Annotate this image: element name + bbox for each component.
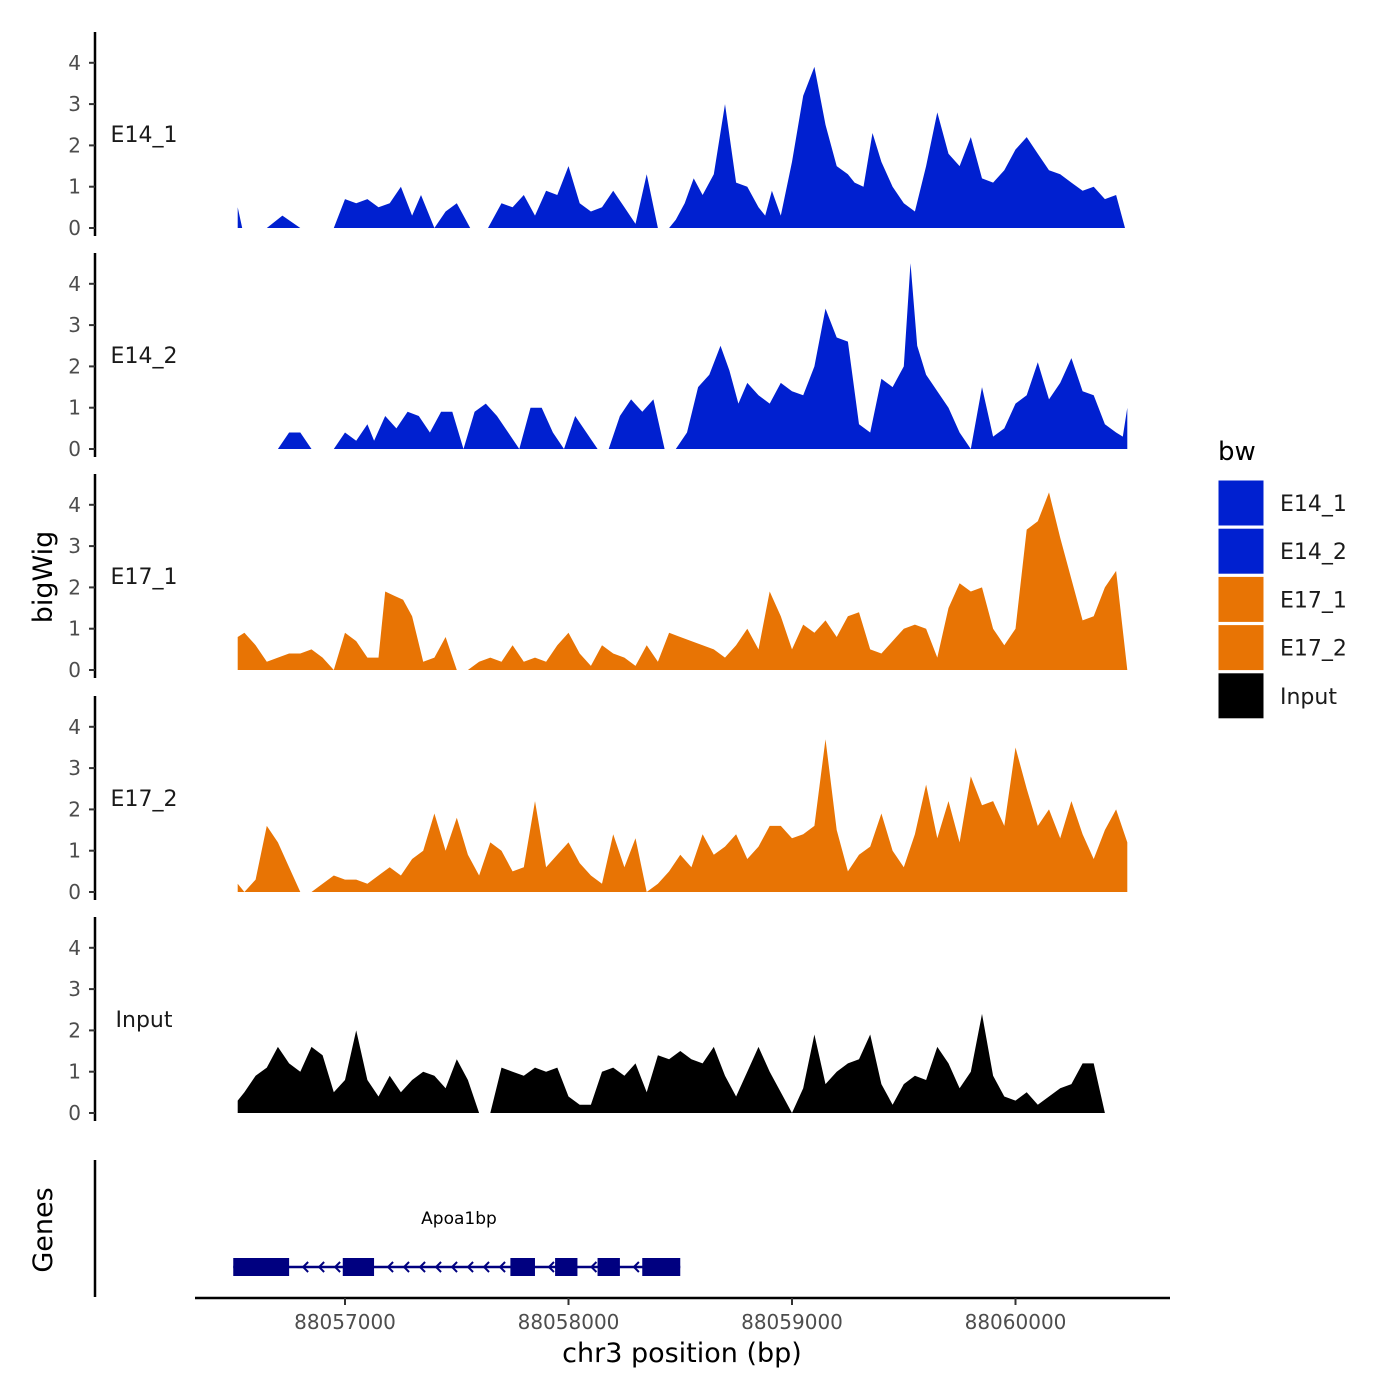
exon: [342, 1258, 375, 1276]
legend-swatch: [1217, 624, 1265, 672]
strand-arrow: [547, 1261, 555, 1273]
x-axis-title: chr3 position (bp): [562, 1338, 802, 1369]
legend-item-E14_1: E14_1: [1217, 479, 1347, 527]
legend-title: bw: [1218, 437, 1256, 467]
y-tick-label: 0: [68, 216, 81, 240]
y-tick-label: 1: [68, 396, 81, 420]
legend-swatch: [1217, 672, 1265, 720]
y-axis-title: bigWig: [28, 531, 59, 624]
track-label: E17_1: [111, 565, 178, 590]
x-tick-label: 88057000: [294, 1310, 396, 1334]
y-tick-label: 2: [68, 133, 81, 157]
legend-swatch: [1217, 575, 1265, 623]
gene-name-label: Apoa1bp: [421, 1209, 497, 1229]
y-tick-label: 0: [68, 880, 81, 904]
area-Input: [237, 1013, 1132, 1113]
exon: [642, 1258, 681, 1276]
exon: [597, 1258, 620, 1276]
track-label: E14_2: [111, 344, 178, 369]
legend-item-Input: Input: [1217, 672, 1337, 720]
area-E17_2: [237, 739, 1128, 892]
legend-label: E17_2: [1280, 637, 1347, 662]
y-tick-label: 2: [68, 575, 81, 599]
strand-arrow: [450, 1261, 458, 1273]
gene-Apoa1bp: Apoa1bp: [233, 1209, 681, 1276]
y-tick-label: 2: [68, 797, 81, 821]
strand-arrow: [418, 1261, 426, 1273]
track-E17_2: 0 1 2 3 4 E17_2: [68, 696, 1128, 904]
y-tick-label: 3: [68, 92, 81, 116]
y-tick-label: 0: [68, 437, 81, 461]
x-axis: 88057000 88058000 88059000 88060000: [195, 1296, 1170, 1334]
y-tick-label: 1: [68, 617, 81, 641]
x-tick-label: 88058000: [518, 1310, 620, 1334]
y-tick-label: 4: [68, 715, 81, 739]
tracks-group: 0 1 2 3 4 E14_1 0 1 2 3 4 E14_2 0 1 2 3 4 E17_1 0 1 2 3 4 E17_2…: [68, 32, 1132, 1125]
y-tick-label: 0: [68, 1101, 81, 1125]
exon: [233, 1258, 290, 1276]
legend-swatch: [1217, 527, 1265, 575]
y-tick-label: 2: [68, 1018, 81, 1042]
strand-arrow: [434, 1261, 442, 1273]
strand-arrow: [301, 1261, 309, 1273]
legend-label: E14_2: [1280, 540, 1347, 565]
track-label: E17_2: [111, 787, 178, 812]
legend: bw E14_1 E14_2 E17_1 E17_2 Input: [1217, 437, 1347, 720]
legend-item-E17_2: E17_2: [1217, 624, 1347, 672]
strand-arrow: [590, 1261, 598, 1273]
genes-track: Apoa1bp: [93, 1160, 681, 1297]
track-E14_1: 0 1 2 3 4 E14_1: [68, 32, 1128, 240]
y-tick-label: 1: [68, 1060, 81, 1084]
y-tick-label: 3: [68, 977, 81, 1001]
y-tick-label: 4: [68, 936, 81, 960]
track-Input: 0 1 2 3 4 Input: [68, 917, 1132, 1125]
y-tick-label: 0: [68, 658, 81, 682]
legend-swatch: [1217, 479, 1265, 527]
legend-label: E14_1: [1280, 492, 1347, 517]
legend-label: Input: [1280, 685, 1337, 710]
strand-arrow: [498, 1261, 506, 1273]
area-E14_2: [237, 263, 1128, 449]
legend-item-E17_1: E17_1: [1217, 575, 1347, 623]
x-tick-label: 88059000: [741, 1310, 843, 1334]
strand-arrow: [402, 1261, 410, 1273]
y-tick-label: 3: [68, 534, 81, 558]
exon: [510, 1258, 535, 1276]
track-E14_2: 0 1 2 3 4 E14_2: [68, 253, 1128, 461]
y-tick-label: 4: [68, 493, 81, 517]
exon: [555, 1258, 578, 1276]
legend-label: E17_1: [1280, 588, 1347, 613]
y-tick-label: 1: [68, 839, 81, 863]
strand-arrow: [632, 1261, 640, 1273]
legend-item-E14_2: E14_2: [1217, 527, 1347, 575]
strand-arrow: [333, 1261, 341, 1273]
y-tick-label: 3: [68, 313, 81, 337]
area-E17_1: [237, 492, 1128, 670]
track-label: Input: [116, 1008, 173, 1033]
genes-axis-title: Genes: [28, 1187, 59, 1272]
y-tick-label: 3: [68, 756, 81, 780]
y-tick-label: 4: [68, 51, 81, 75]
y-tick-label: 4: [68, 272, 81, 296]
strand-arrow: [386, 1261, 394, 1273]
area-E14_1: [237, 66, 1128, 229]
track-label: E14_1: [111, 123, 178, 148]
track-E17_1: 0 1 2 3 4 E17_1: [68, 474, 1128, 682]
y-tick-label: 2: [68, 354, 81, 378]
y-tick-label: 1: [68, 175, 81, 199]
strand-arrow: [482, 1261, 490, 1273]
strand-arrow: [466, 1261, 474, 1273]
x-tick-label: 88060000: [965, 1310, 1067, 1334]
strand-arrow: [317, 1261, 325, 1273]
